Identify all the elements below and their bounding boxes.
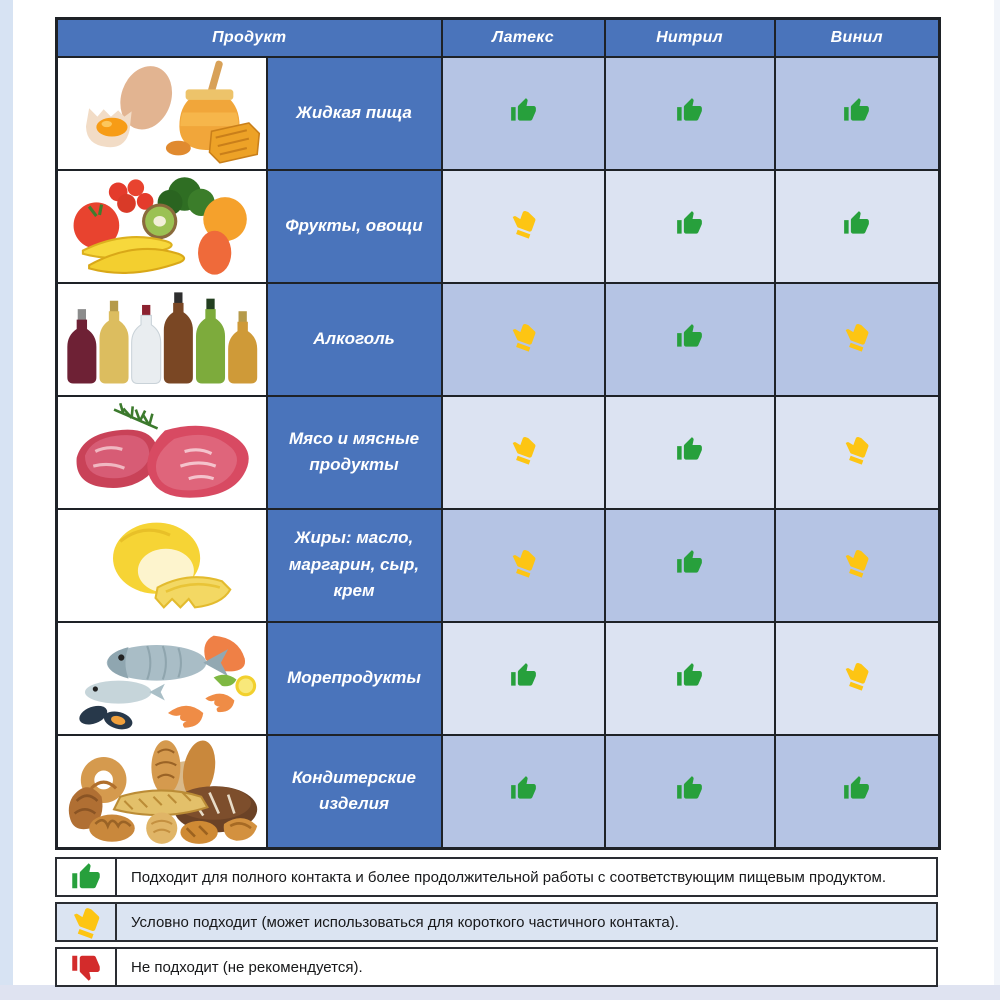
vinyl-rating-cell	[773, 168, 941, 284]
column-header-product: Продукт	[55, 17, 443, 58]
vinyl-rating-cell	[773, 281, 941, 397]
green-thumb-icon	[676, 210, 703, 237]
nitrile-rating-cell	[603, 733, 776, 849]
green-thumb-icon	[510, 662, 537, 689]
legend: Подходит для полного контакта и более пр…	[55, 857, 938, 992]
yellow-thumb-icon	[839, 319, 874, 354]
glove-food-compatibility-table: Продукт Латекс Нитрил Винил Жидкая пища …	[55, 17, 941, 850]
latex-rating-cell	[440, 733, 606, 849]
table-row: Фрукты, овощи	[55, 168, 941, 284]
latex-rating-cell	[440, 394, 606, 510]
green-thumb-icon	[843, 210, 870, 237]
latex-rating-cell	[440, 620, 606, 736]
alcohol-bottles-image	[55, 281, 268, 397]
header-row: Продукт Латекс Нитрил Винил	[55, 17, 941, 58]
product-label: Морепродукты	[265, 620, 443, 736]
legend-text-not-suitable: Не подходит (не рекомендуется).	[131, 958, 363, 976]
green-thumb-icon	[676, 323, 703, 350]
nitrile-rating-cell	[603, 507, 776, 623]
vinyl-rating-cell	[773, 394, 941, 510]
latex-rating-cell	[440, 281, 606, 397]
legend-icon-cell	[57, 859, 117, 895]
green-thumb-icon	[676, 97, 703, 124]
fruits-vegetables-image	[55, 168, 268, 284]
product-label: Фрукты, овощи	[265, 168, 443, 284]
yellow-thumb-icon	[506, 432, 541, 467]
yellow-thumb-icon	[839, 658, 874, 693]
table-row: Морепродукты	[55, 620, 941, 736]
yellow-thumb-icon	[506, 545, 541, 580]
right-edge-strip	[994, 0, 1000, 1000]
butter-image	[55, 507, 268, 623]
green-thumb-icon	[510, 97, 537, 124]
vinyl-rating-cell	[773, 620, 941, 736]
nitrile-rating-cell	[603, 394, 776, 510]
legend-icon-cell	[57, 904, 117, 940]
yellow-thumb-icon	[839, 432, 874, 467]
legend-row-suitable: Подходит для полного контакта и более пр…	[55, 857, 938, 897]
yellow-thumb-icon	[506, 206, 541, 241]
column-header-latex: Латекс	[440, 17, 606, 58]
column-header-nitrile: Нитрил	[603, 17, 776, 58]
green-thumb-icon	[676, 549, 703, 576]
table-row: Жидкая пища	[55, 55, 941, 171]
latex-rating-cell	[440, 55, 606, 171]
latex-rating-cell	[440, 507, 606, 623]
green-thumb-icon	[676, 662, 703, 689]
nitrile-rating-cell	[603, 281, 776, 397]
product-label: Мясо и мясные продукты	[265, 394, 443, 510]
vinyl-rating-cell	[773, 55, 941, 171]
table-row: Кондитерские изделия	[55, 733, 941, 849]
left-edge-strip	[0, 0, 13, 1000]
table-row: Алкоголь	[55, 281, 941, 397]
column-header-vinyl: Винил	[773, 17, 941, 58]
green-thumb-icon	[843, 775, 870, 802]
yellow-thumb-tilted-icon	[67, 903, 105, 941]
legend-text-suitable: Подходит для полного контакта и более пр…	[131, 868, 887, 886]
legend-row-conditional: Условно подходит (может использоваться д…	[55, 902, 938, 942]
nitrile-rating-cell	[603, 620, 776, 736]
legend-text-conditional: Условно подходит (может использоваться д…	[131, 913, 679, 931]
product-label: Алкоголь	[265, 281, 443, 397]
table-row: Мясо и мясные продукты	[55, 394, 941, 510]
nitrile-rating-cell	[603, 55, 776, 171]
green-thumb-icon	[843, 97, 870, 124]
yellow-thumb-icon	[839, 545, 874, 580]
meat-image	[55, 394, 268, 510]
red-thumb-down-icon	[71, 952, 101, 982]
table-row: Жиры: масло, маргарин, сыр, крем	[55, 507, 941, 623]
seafood-image	[55, 620, 268, 736]
green-thumb-icon	[510, 775, 537, 802]
eggs-honey-image	[55, 55, 268, 171]
vinyl-rating-cell	[773, 507, 941, 623]
bottom-edge-strip	[0, 985, 1000, 1000]
vinyl-rating-cell	[773, 733, 941, 849]
green-thumb-up-icon	[71, 862, 101, 892]
bakery-image	[55, 733, 268, 849]
product-label: Кондитерские изделия	[265, 733, 443, 849]
product-label: Жиры: масло, маргарин, сыр, крем	[265, 507, 443, 623]
nitrile-rating-cell	[603, 168, 776, 284]
yellow-thumb-icon	[506, 319, 541, 354]
green-thumb-icon	[676, 775, 703, 802]
legend-icon-cell	[57, 949, 117, 985]
latex-rating-cell	[440, 168, 606, 284]
legend-row-not-suitable: Не подходит (не рекомендуется).	[55, 947, 938, 987]
product-label: Жидкая пища	[265, 55, 443, 171]
green-thumb-icon	[676, 436, 703, 463]
